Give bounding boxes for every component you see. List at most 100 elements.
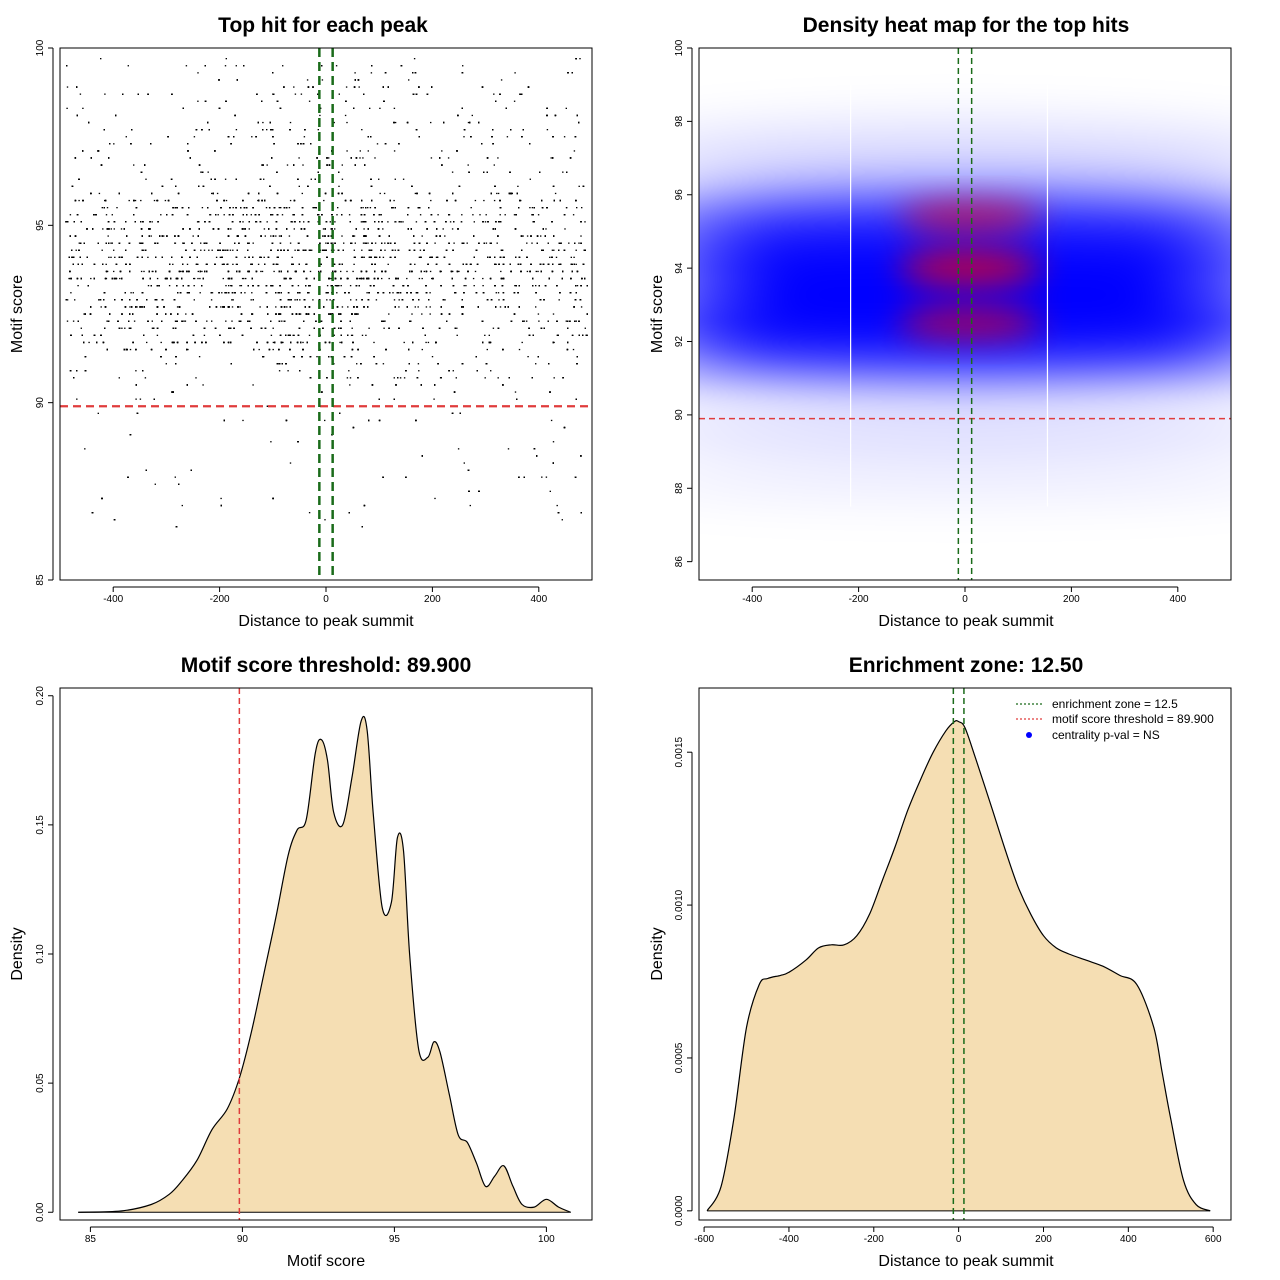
scatter-point xyxy=(106,207,109,209)
scatter-point xyxy=(421,313,423,315)
scatter-point xyxy=(499,214,501,216)
scatter-point xyxy=(465,285,467,287)
scatter-point xyxy=(470,207,472,209)
scatter-point xyxy=(318,270,320,273)
scatter-point xyxy=(317,129,319,131)
scatter-point xyxy=(160,214,162,216)
scatter-point xyxy=(324,419,326,422)
scatter-point xyxy=(230,228,232,230)
scatter-point xyxy=(69,214,72,216)
scatter-point xyxy=(346,270,348,273)
scatter-point xyxy=(100,306,102,308)
scatter-point xyxy=(578,185,580,187)
scatter-point xyxy=(334,221,336,223)
scatter-point xyxy=(74,299,76,301)
scatter-point xyxy=(395,221,397,223)
scatter-point xyxy=(185,65,188,67)
scatter-point xyxy=(206,320,208,322)
scatter-point xyxy=(280,207,282,209)
scatter-point xyxy=(351,334,354,336)
scatter-point xyxy=(378,178,380,180)
scatter-point xyxy=(565,207,568,209)
scatter-point xyxy=(399,377,402,379)
scatter-point xyxy=(176,306,179,308)
scatter-point xyxy=(538,320,540,322)
scatter-point xyxy=(384,249,386,251)
scatter-point xyxy=(382,228,384,230)
scatter-point xyxy=(80,327,82,329)
scatter-point xyxy=(110,228,112,230)
scatter-point xyxy=(121,327,123,329)
scatter-point xyxy=(172,263,174,265)
scatter-point xyxy=(417,306,419,308)
scatter-point xyxy=(266,129,268,131)
scatter-point xyxy=(324,519,326,521)
scatter-point xyxy=(584,221,586,223)
scatter-point xyxy=(128,199,130,202)
scatter-point xyxy=(499,306,502,308)
scatter-point xyxy=(429,306,431,308)
scatter-point xyxy=(486,348,488,351)
scatter-point xyxy=(78,199,80,202)
scatter-point xyxy=(334,228,336,230)
scatter-point xyxy=(298,157,300,159)
scatter-point xyxy=(282,341,284,344)
scatter-point xyxy=(288,235,291,237)
scatter-point xyxy=(272,341,275,344)
scatter-point xyxy=(506,136,509,138)
scatter-point xyxy=(303,221,305,223)
scatter-point xyxy=(201,270,203,273)
scatter-point xyxy=(535,270,537,273)
scatter-point xyxy=(125,136,127,138)
scatter-point xyxy=(104,93,106,95)
scatter-plot-area xyxy=(60,48,592,580)
scatter-point xyxy=(547,320,549,322)
scatter-point xyxy=(434,242,436,244)
scatter-point xyxy=(349,384,351,386)
scatter-point xyxy=(556,504,558,507)
scatter-point xyxy=(350,334,353,336)
scatter-point xyxy=(493,164,495,166)
scatter-point xyxy=(484,377,486,379)
scatter-point xyxy=(382,363,385,365)
scatter-point xyxy=(101,207,103,209)
scatter-point xyxy=(106,270,109,273)
scatter-point xyxy=(116,207,118,209)
scatter-point xyxy=(355,299,358,301)
scatter-point xyxy=(243,277,245,280)
scatter-point xyxy=(356,363,358,365)
scatter-point xyxy=(485,242,488,244)
scatter-point xyxy=(552,441,555,443)
scatter-point xyxy=(430,121,432,124)
scatter-point xyxy=(257,263,260,265)
scatter-point xyxy=(526,270,529,273)
scatter-point xyxy=(435,256,438,258)
scatter-point xyxy=(292,334,294,336)
scatter-point xyxy=(376,143,379,145)
scatter-point xyxy=(497,192,500,195)
scatter-point xyxy=(124,327,126,329)
scatter-point xyxy=(353,235,356,237)
scatter-point xyxy=(199,277,201,280)
scatter-point xyxy=(79,93,82,95)
scatter-point xyxy=(107,235,109,237)
scatter-point xyxy=(562,171,564,173)
scatter-point xyxy=(572,214,575,216)
scatter-point xyxy=(573,256,575,258)
scatter-point xyxy=(286,164,289,166)
scatter-point xyxy=(294,249,296,251)
scatter-point xyxy=(430,157,433,159)
scatter-point xyxy=(203,334,206,336)
scatter-point xyxy=(200,171,202,173)
scatter-point xyxy=(531,214,533,216)
scatter-point xyxy=(225,285,227,287)
scatter-point xyxy=(110,256,112,258)
scatter-point xyxy=(419,249,422,251)
scatter-point xyxy=(119,277,121,280)
scatter-point xyxy=(140,270,143,273)
scatter-point xyxy=(549,256,551,258)
scatter-point xyxy=(230,285,232,287)
scatter-point xyxy=(289,462,292,464)
scatter-point xyxy=(241,277,244,280)
scatter-point xyxy=(369,107,371,109)
